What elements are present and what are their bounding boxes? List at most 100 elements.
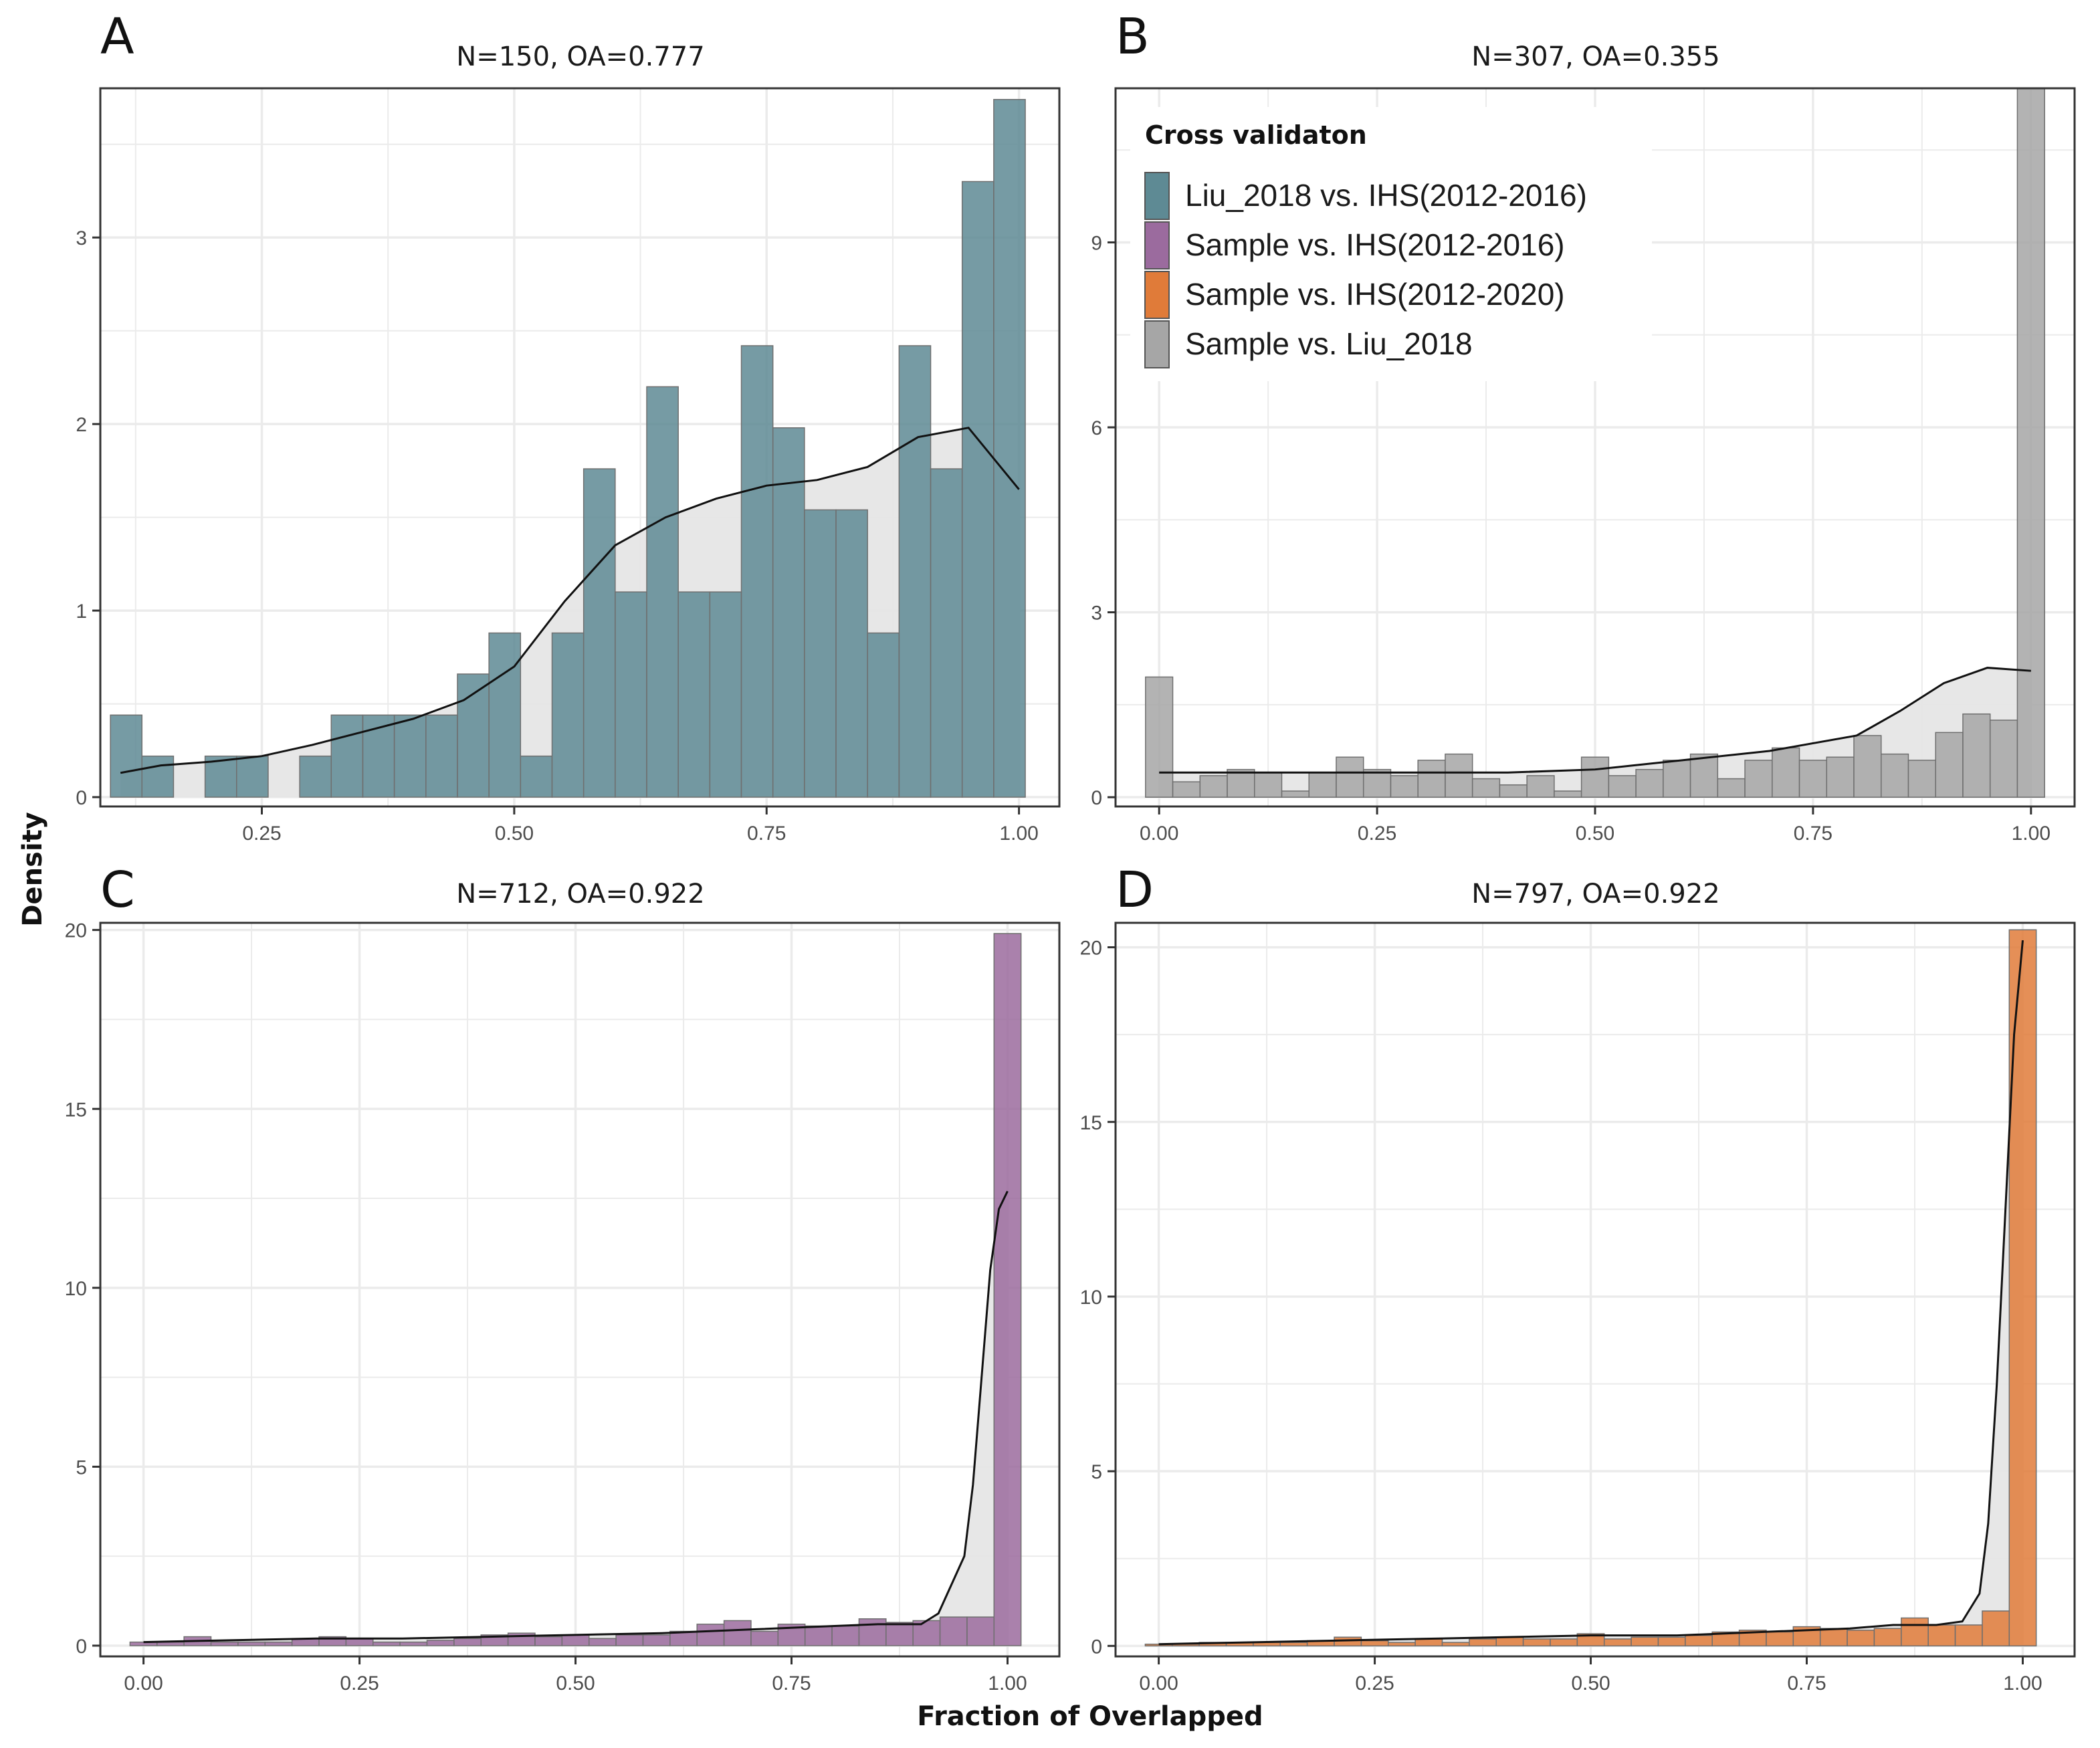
histogram-bar: [1499, 784, 1528, 798]
histogram-bar: [615, 1634, 644, 1646]
x-tick-label: 0.25: [340, 1672, 379, 1695]
histogram-bar: [1685, 1634, 1713, 1647]
histogram-bar: [1360, 1640, 1389, 1647]
x-tick-label: 0.75: [1787, 1672, 1826, 1695]
legend-item-label: Sample vs. Liu_2018: [1185, 326, 1473, 361]
y-tick-label: 10: [1080, 1287, 1102, 1309]
histogram-bar: [1982, 1610, 2010, 1647]
histogram-bar: [1873, 1628, 1902, 1647]
panel-c-background: [100, 923, 1059, 1656]
panel-c-bars: [129, 933, 1022, 1646]
x-tick-label: 0.00: [124, 1672, 163, 1695]
x-tick-label: 1.00: [2012, 823, 2051, 845]
panel-d-title: N=797, OA=0.922: [1471, 879, 1719, 909]
y-tick-label: 0: [1091, 1636, 1102, 1658]
legend-item-label: Sample vs. IHS(2012-2016): [1185, 227, 1565, 262]
x-tick-label: 0.00: [1139, 1672, 1178, 1695]
histogram-bar: [804, 1625, 833, 1646]
histogram-bar: [1362, 768, 1392, 798]
histogram-bar: [588, 1638, 617, 1646]
histogram-bar: [1962, 713, 1991, 798]
density-curve: [1159, 667, 2031, 774]
histogram-bar: [642, 1634, 671, 1646]
panel-b-density-line: [1159, 667, 2031, 774]
y-tick-label: 6: [1091, 417, 1102, 439]
panel-a-density-line: [120, 427, 1020, 774]
x-tick-label: 0.50: [1571, 1672, 1610, 1695]
x-tick-label: 0.50: [1576, 823, 1614, 845]
histogram-bar: [1657, 1636, 1686, 1647]
panel-d-tag: D: [1116, 861, 1154, 919]
histogram-bar: [264, 1641, 293, 1646]
histogram-bar: [1935, 732, 1964, 798]
histogram-bar: [1495, 1636, 1524, 1647]
histogram-bar: [831, 1625, 860, 1646]
histogram-bar: [425, 714, 458, 798]
y-tick-label: 3: [76, 227, 87, 249]
panel-c-density-line: [143, 1190, 1009, 1644]
histogram-bar: [1388, 1642, 1416, 1647]
x-tick-label: 0.75: [1794, 823, 1832, 845]
panel-c-tag: C: [100, 861, 135, 919]
histogram-bar: [966, 1616, 995, 1646]
histogram-bar: [210, 1641, 239, 1646]
panel-b-x-axis: 0.00 0.25 0.50 0.75 1.00: [1140, 806, 2051, 845]
panel-b-bars: [1145, 88, 2045, 798]
histogram-bar: [1522, 1638, 1551, 1647]
histogram-bar: [1717, 778, 1746, 798]
histogram-bar: [1847, 1630, 1875, 1647]
histogram-bar: [993, 98, 1026, 798]
y-tick-label: 5: [76, 1456, 87, 1479]
histogram-bar: [1550, 1638, 1578, 1647]
histogram-bar: [750, 1630, 779, 1646]
histogram-bar: [1334, 1636, 1362, 1647]
histogram-bar: [1603, 1638, 1632, 1647]
y-tick-label: 15: [1080, 1112, 1102, 1134]
panel-a-bars: [110, 98, 1026, 798]
histogram-bar: [1281, 790, 1309, 798]
y-tick-label: 20: [65, 920, 87, 942]
legend-swatch: [1144, 172, 1170, 220]
histogram-bar: [939, 1616, 968, 1646]
histogram-bar: [453, 1638, 482, 1646]
histogram-bar: [1772, 747, 1800, 798]
histogram-bar: [1766, 1631, 1794, 1647]
legend-swatch: [1144, 320, 1170, 368]
histogram-bar: [1390, 775, 1419, 798]
x-tick-label: 0.25: [1355, 1672, 1394, 1695]
density-curve: [120, 427, 1020, 774]
histogram-bar: [858, 1618, 887, 1646]
panel-a-x-axis: 0.25 0.50 0.75 1.00: [242, 806, 1039, 845]
histogram-bar: [1526, 775, 1555, 798]
histogram-bar: [561, 1634, 590, 1646]
panel-b-y-axis: 0 3 6 9: [1091, 232, 1116, 809]
histogram-bar: [961, 181, 994, 798]
panel-a-title: N=150, OA=0.777: [456, 41, 704, 72]
histogram-bar: [696, 1624, 725, 1646]
histogram-bar: [583, 468, 616, 798]
histogram-bar: [1901, 1617, 1929, 1647]
panel-a-frame: [99, 87, 1061, 808]
panel-d-border: [1114, 921, 2076, 1658]
y-tick-label: 0: [76, 1636, 87, 1658]
x-tick-label: 1.00: [988, 1672, 1027, 1695]
histogram-bar: [1279, 1642, 1308, 1647]
y-tick-label: 3: [1091, 603, 1102, 625]
x-tick-label: 1.00: [2003, 1672, 2042, 1695]
histogram-bar: [393, 714, 427, 798]
histogram-bar: [1469, 1638, 1497, 1647]
histogram-bar: [930, 468, 963, 798]
histogram-bar: [237, 1641, 266, 1646]
x-tick-label: 0.25: [1358, 823, 1396, 845]
panel-a: A N=150, OA=0.777 0 1 2 3 0.25 0.50 0.75 1.00: [76, 8, 1061, 845]
legend-swatch: [1144, 221, 1170, 269]
panel-d-grid: [1116, 923, 2075, 1656]
x-tick-label: 0.25: [242, 823, 281, 845]
histogram-bar: [1635, 768, 1664, 798]
panel-b-title: N=307, OA=0.355: [1471, 41, 1719, 72]
histogram-bar: [1145, 676, 1174, 798]
histogram-bar: [772, 427, 805, 798]
histogram-bar: [1881, 753, 1909, 798]
density-curve: [143, 1190, 1009, 1644]
